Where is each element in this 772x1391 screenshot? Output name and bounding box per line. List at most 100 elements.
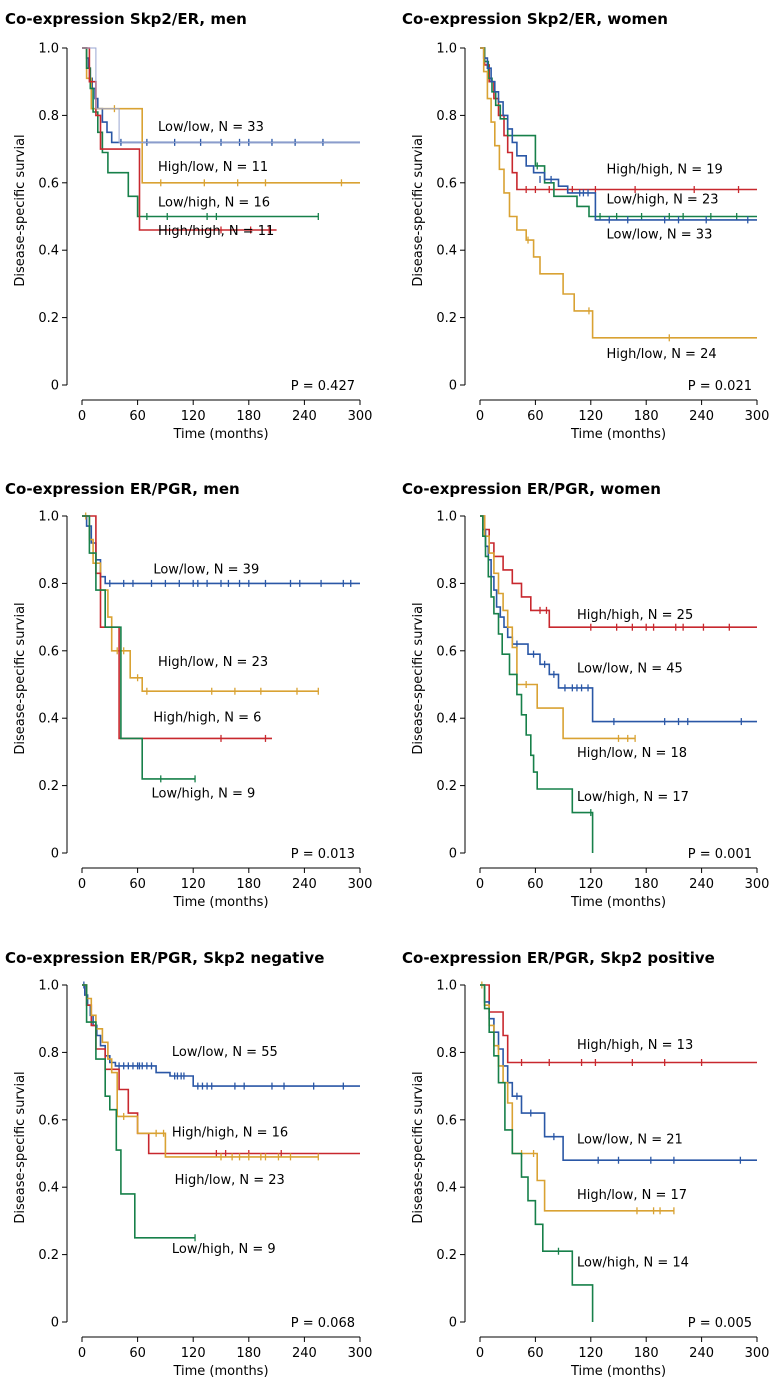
y-tick-label: 1.0: [38, 979, 59, 994]
y-tick-label: 0.4: [436, 1181, 457, 1196]
y-tick-label: 0.2: [436, 311, 457, 326]
x-tick-label: 0: [476, 409, 484, 424]
x-tick-label: 120: [578, 1346, 603, 1361]
series-line-high-high-n-25: [480, 515, 757, 628]
chart-panel-2: Co-expression Skp2/ER, women 0 0.2 0.4 0.6 0.…: [402, 10, 769, 442]
x-tick-label: 300: [745, 1346, 770, 1361]
series-line-low-high-n-9: [82, 984, 196, 1239]
p-value: P = 0.013: [291, 847, 355, 862]
series-line-low-high-n-23: [480, 47, 757, 218]
x-tick-label: 180: [236, 877, 261, 892]
y-tick-label: 0: [449, 1316, 457, 1331]
x-tick-label: 60: [129, 409, 146, 424]
x-tick-label: 180: [236, 1346, 261, 1361]
x-tick-label: 240: [689, 1346, 714, 1361]
series-annotation: High/high, N = 13: [577, 1038, 693, 1053]
x-tick-label: 60: [527, 1346, 544, 1361]
y-tick-label: 1.0: [436, 42, 457, 57]
y-tick-label: 0: [51, 379, 59, 394]
x-axis-label: Time (months): [172, 1364, 268, 1379]
y-tick-label: 0.8: [436, 1046, 457, 1061]
series-annotation: Low/low, N = 55: [172, 1045, 278, 1060]
x-tick-label: 0: [476, 877, 484, 892]
series-line-high-high-n-6: [82, 515, 272, 740]
y-tick-label: 0.4: [436, 244, 457, 259]
x-tick-label: 240: [292, 409, 317, 424]
x-tick-label: 60: [527, 409, 544, 424]
series-line-low-low-n-45: [480, 515, 757, 723]
chart-title: Co-expression ER/PGR, men: [5, 480, 240, 498]
x-tick-label: 300: [348, 1346, 373, 1361]
series-annotation: High/high, N = 11: [158, 224, 274, 239]
y-tick-label: 0: [449, 847, 457, 862]
series-annotation: Low/high, N = 23: [606, 193, 718, 208]
y-tick-label: 0.8: [38, 577, 59, 592]
y-tick-label: 1.0: [436, 510, 457, 525]
x-tick-label: 120: [578, 877, 603, 892]
series-line-high-low-n-17: [480, 984, 674, 1212]
y-tick-label: 0.6: [38, 644, 59, 659]
p-value: P = 0.068: [291, 1316, 355, 1331]
x-tick-label: 300: [745, 877, 770, 892]
y-tick-label: 0.8: [436, 577, 457, 592]
x-tick-label: 240: [689, 409, 714, 424]
series-annotation: Low/high, N = 9: [152, 786, 256, 801]
y-axis-label: Disease-specific survial: [411, 134, 426, 286]
series-annotation: High/low, N = 24: [606, 347, 716, 362]
y-tick-label: 0.4: [38, 1181, 59, 1196]
y-tick-label: 0.8: [38, 1046, 59, 1061]
y-tick-label: 0.2: [38, 311, 59, 326]
chart-panel-3: Co-expression ER/PGR, men 0 0.2 0.4 0.6 0.8 1.…: [5, 480, 372, 910]
series-line-high-high-n-11: [82, 47, 277, 231]
chart-panel-5: Co-expression ER/PGR, Skp2 negative 0 0.2 0…: [5, 949, 372, 1379]
series-annotation: High/high, N = 19: [606, 162, 722, 177]
x-axis-label: Time (months): [570, 427, 666, 442]
x-tick-label: 0: [78, 877, 86, 892]
x-tick-label: 180: [634, 1346, 659, 1361]
x-axis-label: Time (months): [172, 427, 268, 442]
series-annotation: High/high, N = 16: [172, 1126, 288, 1141]
y-tick-label: 1.0: [38, 42, 59, 57]
series-line-low-high-n-17: [480, 515, 594, 853]
y-axis-label: Disease-specific survial: [13, 1071, 28, 1223]
y-tick-label: 0.8: [38, 109, 59, 124]
series-line-low-low-n-55: [82, 984, 360, 1087]
series-line-low-high-n-9: [82, 515, 196, 780]
series-annotation: Low/low, N = 39: [153, 562, 259, 577]
y-tick-label: 1.0: [38, 510, 59, 525]
y-tick-label: 0.6: [38, 1113, 59, 1128]
y-tick-label: 0.6: [436, 176, 457, 191]
series-line-low-high-n-14: [480, 984, 594, 1322]
series-line-reference-line: [82, 47, 360, 143]
y-axis-label: Disease-specific survial: [411, 1071, 426, 1223]
x-tick-label: 240: [689, 877, 714, 892]
x-tick-label: 240: [292, 877, 317, 892]
chart-panel-1: Co-expression Skp2/ER, men 0 0.2 0.4 0.6 0.8 1…: [5, 10, 372, 442]
series-line-low-low-n-33: [82, 47, 360, 144]
x-tick-label: 60: [129, 877, 146, 892]
y-axis-label: Disease-specific survial: [13, 602, 28, 754]
x-axis-label: Time (months): [172, 895, 268, 910]
y-tick-label: 0.2: [436, 1248, 457, 1263]
series-annotation: Low/low, N = 21: [577, 1132, 683, 1147]
series-annotation: Low/low, N = 33: [158, 120, 264, 135]
x-tick-label: 180: [634, 877, 659, 892]
x-tick-label: 120: [578, 409, 603, 424]
series-line-low-low-n-33: [480, 47, 757, 221]
series-annotation: High/low, N = 11: [158, 160, 268, 175]
chart-title: Co-expression ER/PGR, women: [402, 480, 661, 498]
series-annotation: Low/high, N = 9: [172, 1242, 276, 1257]
chart-title: Co-expression ER/PGR, Skp2 positive: [402, 949, 715, 967]
y-tick-label: 0.2: [38, 779, 59, 794]
x-axis-label: Time (months): [570, 1364, 666, 1379]
series-line-high-low-n-24: [480, 47, 757, 339]
y-tick-label: 0: [51, 847, 59, 862]
y-tick-label: 0.2: [38, 1248, 59, 1263]
series-annotation: High/high, N = 6: [153, 711, 261, 726]
series-annotation: High/low, N = 23: [175, 1173, 285, 1188]
series-annotation: Low/high, N = 14: [577, 1255, 689, 1270]
series-line-high-low-n-18: [480, 515, 636, 740]
y-tick-label: 0: [449, 379, 457, 394]
p-value: P = 0.001: [688, 847, 752, 862]
